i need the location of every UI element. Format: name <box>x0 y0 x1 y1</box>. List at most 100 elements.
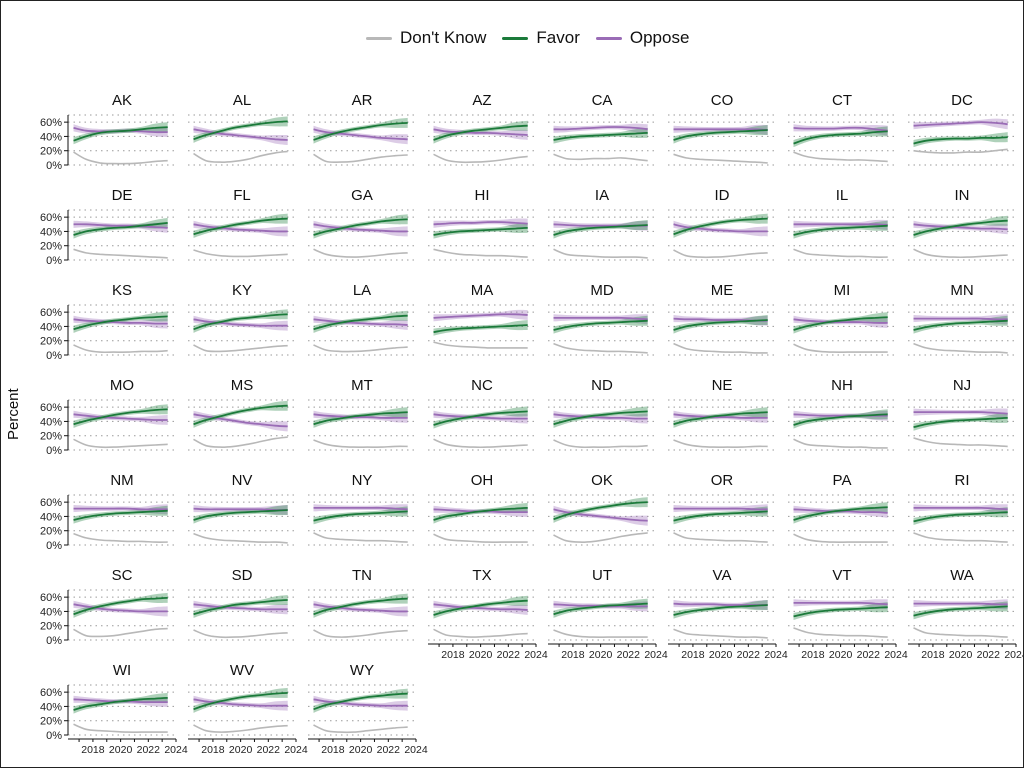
dont-know-line <box>73 723 168 733</box>
favor-ci-band <box>793 312 888 334</box>
legend-label-oppose: Oppose <box>629 28 690 47</box>
facet-title: RI <box>955 472 970 489</box>
oppose-line <box>673 223 768 233</box>
x-tick-label: 2024 <box>284 744 308 756</box>
facet-title: MA <box>471 282 494 299</box>
facet-title: DE <box>112 187 133 204</box>
favor-ci-band <box>433 120 528 144</box>
facet-me: ME <box>668 282 776 356</box>
favor-ci-band <box>553 220 648 239</box>
dont-know-line <box>553 439 648 449</box>
favor-line <box>673 319 768 331</box>
facet-nv: NV <box>188 472 296 546</box>
oppose-ci-band <box>553 314 648 325</box>
x-tick-label: 2018 <box>921 649 945 661</box>
dont-know-line <box>73 438 168 449</box>
facet-ma: MA <box>428 282 536 356</box>
facet-ms: MS <box>188 377 296 451</box>
x-tick-label: 2020 <box>589 649 613 661</box>
facet-title: MD <box>590 282 613 299</box>
dont-know-line <box>673 439 768 448</box>
dont-know-line <box>913 148 1008 154</box>
y-tick-label: 0% <box>46 445 62 457</box>
x-tick-label: 2018 <box>801 649 825 661</box>
favor-line <box>313 692 408 711</box>
favor-ci-band <box>313 310 408 333</box>
facet-title: DC <box>951 92 973 109</box>
facet-sc: SC 0% 20% 40% 60% <box>40 567 176 647</box>
favor-line <box>73 222 168 236</box>
facet-ut: UT 2018 2020 2022 2024 <box>548 567 668 661</box>
facet-nm: NM 0% 20% 40% 60% <box>40 472 176 552</box>
oppose-line <box>193 698 288 707</box>
oppose-ci-band <box>913 504 1008 515</box>
x-tick-label: 2022 <box>137 744 161 756</box>
dont-know-line <box>673 532 768 543</box>
x-tick-label: 2020 <box>229 744 253 756</box>
y-tick-label: 40% <box>40 131 62 143</box>
facet-ar: AR <box>308 92 416 166</box>
facet-dc: DC <box>908 92 1016 166</box>
x-tick-label: 2024 <box>164 744 188 756</box>
favor-line <box>553 410 648 426</box>
facet-title: IL <box>836 187 849 204</box>
oppose-line <box>73 507 168 511</box>
facet-title: SD <box>232 567 253 584</box>
oppose-line <box>73 223 168 229</box>
facet-title: AR <box>352 92 373 109</box>
facet-title: CO <box>711 92 734 109</box>
facet-id: ID <box>668 187 776 261</box>
facet-title: CA <box>592 92 613 109</box>
oppose-line <box>673 507 768 511</box>
favor-line <box>793 506 888 521</box>
favor-ci-band <box>433 595 528 619</box>
favor-line <box>673 129 768 141</box>
dont-know-line <box>673 153 768 164</box>
y-tick-label: 40% <box>40 606 62 618</box>
facet-title: AK <box>112 92 132 109</box>
favor-line <box>913 319 1008 331</box>
facet-title: TX <box>472 567 491 584</box>
x-tick-label: 2022 <box>617 649 641 661</box>
favor-line <box>793 316 888 331</box>
favor-line <box>313 510 408 522</box>
legend-item-oppose: Oppose <box>595 28 690 48</box>
oppose-line <box>913 602 1008 606</box>
favor-ci-band <box>793 602 888 620</box>
facet-ct: CT <box>788 92 896 166</box>
facet-in: IN <box>908 187 1016 261</box>
favor-line <box>73 408 168 426</box>
facet-title: MS <box>231 377 254 394</box>
favor-ci-band <box>673 506 768 525</box>
dont-know-line <box>553 629 648 638</box>
favor-line <box>73 597 168 616</box>
y-tick-label: 0% <box>46 255 62 267</box>
oppose-line <box>313 223 408 233</box>
x-tick-label: 2024 <box>644 649 668 661</box>
oppose-ci-band <box>673 220 768 237</box>
x-tick-label: 2024 <box>884 649 908 661</box>
oppose-line <box>313 603 408 613</box>
x-tick-label: 2018 <box>201 744 225 756</box>
dont-know-line <box>313 439 408 448</box>
facet-title: IN <box>955 187 970 204</box>
favor-line <box>913 219 1008 236</box>
x-tick-label: 2024 <box>1004 649 1024 661</box>
facet-title: MO <box>110 377 134 394</box>
facet-title: ID <box>715 187 730 204</box>
oppose-line <box>313 128 408 141</box>
facet-title: KS <box>112 282 132 299</box>
facet-title: CT <box>832 92 852 109</box>
favor-ci-band <box>913 412 1008 431</box>
x-tick-label: 2024 <box>764 649 788 661</box>
facet-la: LA <box>308 282 416 356</box>
facet-nj: NJ <box>908 377 1016 451</box>
dont-know-line <box>313 153 408 164</box>
oppose-line <box>793 223 888 226</box>
favor-line <box>73 315 168 331</box>
favor-line <box>673 510 768 522</box>
oppose-line <box>433 603 528 611</box>
facet-ca: CA <box>548 92 656 166</box>
favor-line <box>313 218 408 236</box>
facet-pa: PA <box>788 472 896 546</box>
